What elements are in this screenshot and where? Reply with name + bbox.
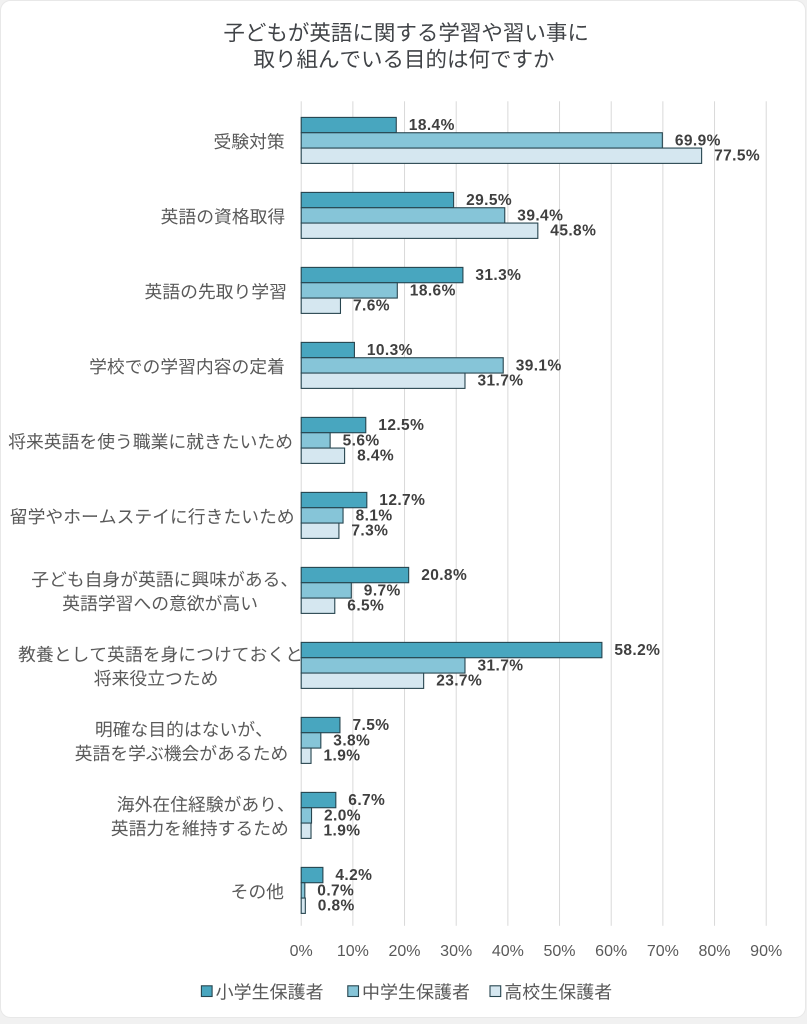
svg-text:39.1%: 39.1% [516, 357, 562, 374]
svg-text:58.2%: 58.2% [614, 642, 660, 659]
svg-text:20%: 20% [388, 943, 420, 960]
svg-text:29.5%: 29.5% [466, 192, 512, 209]
svg-text:39.4%: 39.4% [517, 207, 563, 224]
svg-text:18.6%: 18.6% [410, 282, 456, 299]
svg-text:3.8%: 3.8% [333, 732, 370, 749]
svg-text:45.8%: 45.8% [550, 223, 596, 240]
svg-text:31.7%: 31.7% [478, 373, 524, 390]
svg-text:50%: 50% [543, 943, 575, 960]
svg-text:90%: 90% [750, 943, 782, 960]
svg-text:30%: 30% [440, 943, 472, 960]
svg-text:80%: 80% [698, 943, 730, 960]
svg-text:23.7%: 23.7% [436, 673, 482, 690]
svg-text:31.3%: 31.3% [475, 267, 521, 284]
svg-text:0.8%: 0.8% [318, 898, 355, 915]
svg-text:1.9%: 1.9% [324, 823, 361, 840]
svg-text:10.3%: 10.3% [367, 342, 413, 359]
svg-text:10%: 10% [337, 943, 369, 960]
svg-text:70%: 70% [647, 943, 679, 960]
svg-text:20.8%: 20.8% [421, 567, 467, 584]
svg-text:12.5%: 12.5% [378, 417, 424, 434]
svg-text:7.6%: 7.6% [353, 298, 390, 315]
svg-text:31.7%: 31.7% [478, 657, 524, 674]
svg-text:9.7%: 9.7% [364, 582, 401, 599]
svg-text:4.2%: 4.2% [335, 867, 372, 884]
svg-text:2.0%: 2.0% [324, 807, 361, 824]
svg-text:6.7%: 6.7% [348, 792, 385, 809]
svg-text:77.5%: 77.5% [714, 148, 760, 165]
svg-text:60%: 60% [595, 943, 627, 960]
svg-text:7.5%: 7.5% [353, 717, 390, 734]
svg-text:7.3%: 7.3% [351, 523, 388, 540]
svg-text:1.9%: 1.9% [324, 748, 361, 765]
svg-text:40%: 40% [492, 943, 524, 960]
svg-text:0.7%: 0.7% [317, 882, 354, 899]
svg-text:8.1%: 8.1% [356, 507, 393, 524]
svg-text:69.9%: 69.9% [675, 132, 721, 149]
svg-text:0%: 0% [290, 943, 313, 960]
svg-text:18.4%: 18.4% [409, 117, 455, 134]
svg-text:6.5%: 6.5% [347, 598, 384, 615]
svg-text:8.4%: 8.4% [357, 448, 394, 465]
svg-text:5.6%: 5.6% [343, 432, 380, 449]
svg-text:12.7%: 12.7% [379, 492, 425, 509]
